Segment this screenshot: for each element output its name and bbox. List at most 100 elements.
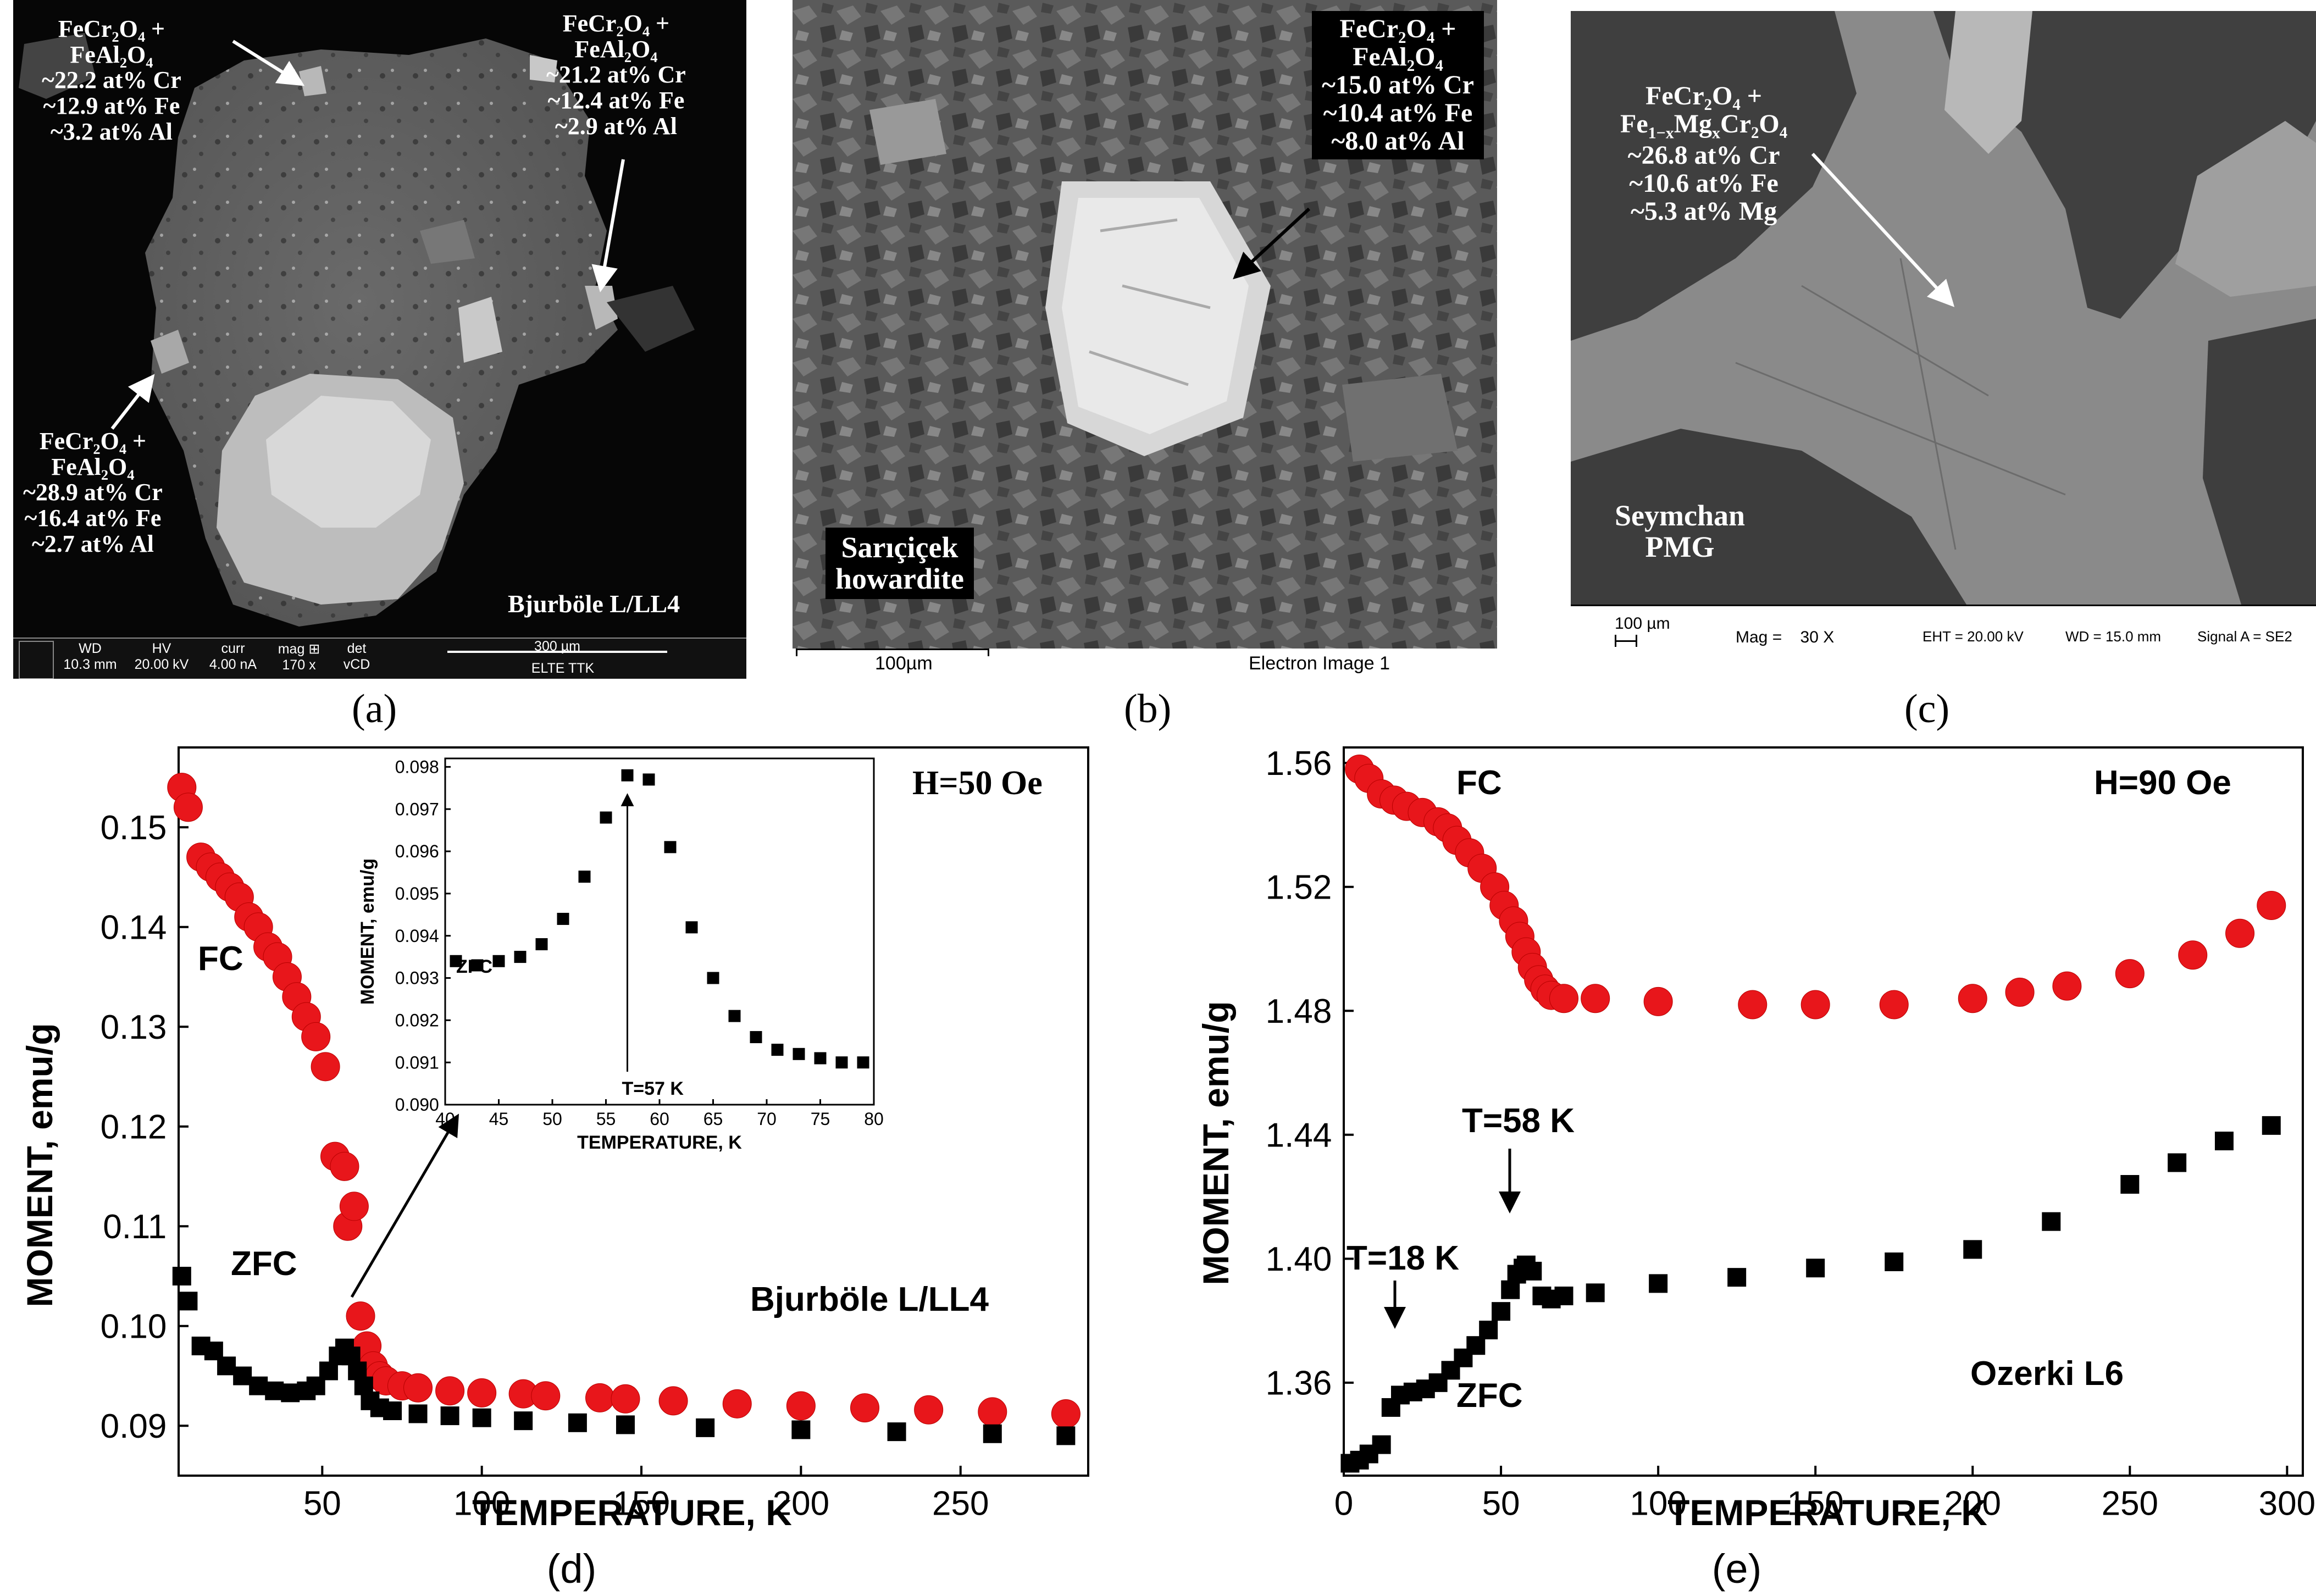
t58-label-e: T=58 K (1462, 1102, 1575, 1140)
data-point-zfc (621, 769, 634, 782)
data-point-zfc (471, 959, 484, 972)
y-tick-label: 1.44 (1266, 1116, 1332, 1154)
data-point-zfc (1885, 1252, 1904, 1271)
data-point-zfc (793, 1048, 805, 1060)
data-point-zfc (771, 1044, 784, 1056)
data-point-fc (978, 1397, 1007, 1427)
data-point-fc (1958, 984, 1987, 1013)
data-point-zfc (2168, 1153, 2187, 1172)
y-tick-label: 0.094 (395, 926, 439, 946)
wd-label-c: WD = 15.0 mm (2065, 628, 2162, 645)
data-point-zfc (696, 1418, 715, 1437)
data-point-zfc (835, 1056, 848, 1069)
data-point-zfc (450, 955, 462, 967)
annotation-line: ~2.7 at% Al (31, 530, 154, 557)
scale-label-a: 300 µm (534, 639, 580, 654)
lab-label-a: ELTE TTK (531, 661, 595, 676)
scale-label-b: 100µm (875, 653, 933, 674)
data-point-zfc (557, 912, 569, 925)
data-point-zfc (685, 921, 698, 934)
data-point-zfc (408, 1404, 428, 1423)
data-point-zfc (750, 1031, 762, 1044)
sample-label-a: Bjurböle L/LL4 (508, 590, 680, 618)
x-tick-label: 250 (2102, 1484, 2158, 1522)
data-point-fc (1738, 990, 1768, 1019)
y-tick-label: 0.12 (101, 1108, 167, 1146)
y-tick-label: 1.40 (1266, 1240, 1332, 1278)
annotation-line: FeAl₂O₄ (1353, 42, 1443, 71)
sem-databar-c: 100 µm Mag = 30 X EHT = 20.00 kV WD = 15… (1571, 605, 2316, 679)
annotation-line: FeCr₂O₄ + (39, 428, 147, 455)
data-point-zfc (514, 1411, 533, 1431)
data-point-fc (330, 1151, 359, 1181)
sample-line: howardite (835, 562, 964, 596)
data-point-zfc (472, 1408, 491, 1427)
t18-label-e: T=18 K (1347, 1239, 1459, 1277)
y-tick-label: 0.093 (395, 968, 439, 988)
data-point-zfc (281, 1383, 300, 1403)
data-point-fc (722, 1389, 752, 1418)
data-point-fc (339, 1192, 369, 1221)
data-point-fc (346, 1301, 375, 1331)
annotation-line-formula: Fe1−xMgxCr₂O₄ (1620, 109, 1788, 142)
y-tick-label: 1.52 (1266, 868, 1332, 906)
x-tick-label: 150 (613, 1484, 669, 1522)
y-tick-label: 1.36 (1266, 1365, 1332, 1403)
x-tick-label: 50 (542, 1109, 562, 1129)
inset-x-axis-label: TEMPERATURE, K (577, 1132, 742, 1153)
sem-databar-a: WD 10.3 mm HV 20.00 kV curr 4.00 nA mag ⊞ 17… (13, 638, 746, 679)
data-point-fc (1800, 990, 1830, 1019)
x-tick-label: 75 (811, 1109, 830, 1129)
data-point-zfc (857, 1056, 869, 1069)
panel-b-sem-image: FeCr₂O₄ + FeAl₂O₄ ~15.0 at% Cr ~10.4 at%… (793, 0, 1497, 679)
data-point-zfc (707, 972, 719, 984)
fc-label-d: FC (198, 940, 243, 978)
databar-mag: mag ⊞ 170 x (278, 641, 320, 673)
data-point-fc (2178, 940, 2208, 970)
data-point-zfc (887, 1422, 906, 1442)
data-point-zfc (2042, 1212, 2061, 1231)
annotation-line: ~28.9 at% Cr (23, 479, 163, 506)
data-point-fc (786, 1391, 816, 1421)
sample-line: PMG (1645, 530, 1715, 564)
annotation-line: ~8.0 at% Al (1331, 126, 1465, 156)
annotation-line: ~10.6 at% Fe (1629, 169, 1778, 198)
signal-label-c: Signal A = SE2 (2197, 628, 2292, 645)
inset-t57-label: T=57 K (622, 1078, 684, 1099)
data-point-zfc (535, 938, 548, 951)
annotation-line: ~2.9 at% Al (555, 112, 677, 140)
mag-label-c: Mag = 30 X (1736, 628, 1835, 646)
databar-hv: HV 20.00 kV (134, 641, 189, 672)
plot-frame (444, 757, 875, 1106)
annotation-line: ~15.0 at% Cr (1322, 70, 1474, 99)
data-point-zfc (1479, 1321, 1498, 1339)
y-axis-label: MOMENT, emu/g (19, 1023, 60, 1307)
data-point-fc (301, 1022, 331, 1051)
x-tick-label: 80 (864, 1109, 884, 1129)
data-point-fc (1643, 987, 1673, 1016)
x-tick-label: 0 (1334, 1484, 1353, 1522)
x-tick-label: 200 (1944, 1484, 2001, 1522)
fc-label-e: FC (1456, 764, 1502, 802)
annotation-line: ~21.2 at% Cr (546, 61, 686, 88)
data-point-zfc (249, 1376, 268, 1395)
x-tick-label: 55 (596, 1109, 616, 1129)
data-point-zfc (983, 1424, 1002, 1443)
data-point-fc (1549, 984, 1578, 1013)
data-point-fc (1581, 984, 1610, 1013)
data-point-zfc (791, 1420, 811, 1439)
x-tick-label: 300 (2259, 1484, 2315, 1522)
data-point-fc (435, 1376, 465, 1406)
scale-label-c: 100 µm (1615, 614, 1670, 633)
data-point-fc (585, 1383, 615, 1412)
field-label-d: H=50 Oe (912, 764, 1043, 802)
y-axis-label: MOMENT, emu/g (1195, 1001, 1236, 1285)
data-point-fc (850, 1393, 880, 1423)
data-point-fc (2005, 977, 2035, 1007)
scale-bar-c (1615, 640, 1637, 642)
data-point-fc (531, 1381, 561, 1411)
x-tick-label: 100 (453, 1484, 510, 1522)
annotation-line: ~3.2 at% Al (50, 118, 173, 145)
annotation-line: FeCr₂O₄ + (58, 15, 165, 42)
data-point-zfc (1523, 1261, 1542, 1281)
